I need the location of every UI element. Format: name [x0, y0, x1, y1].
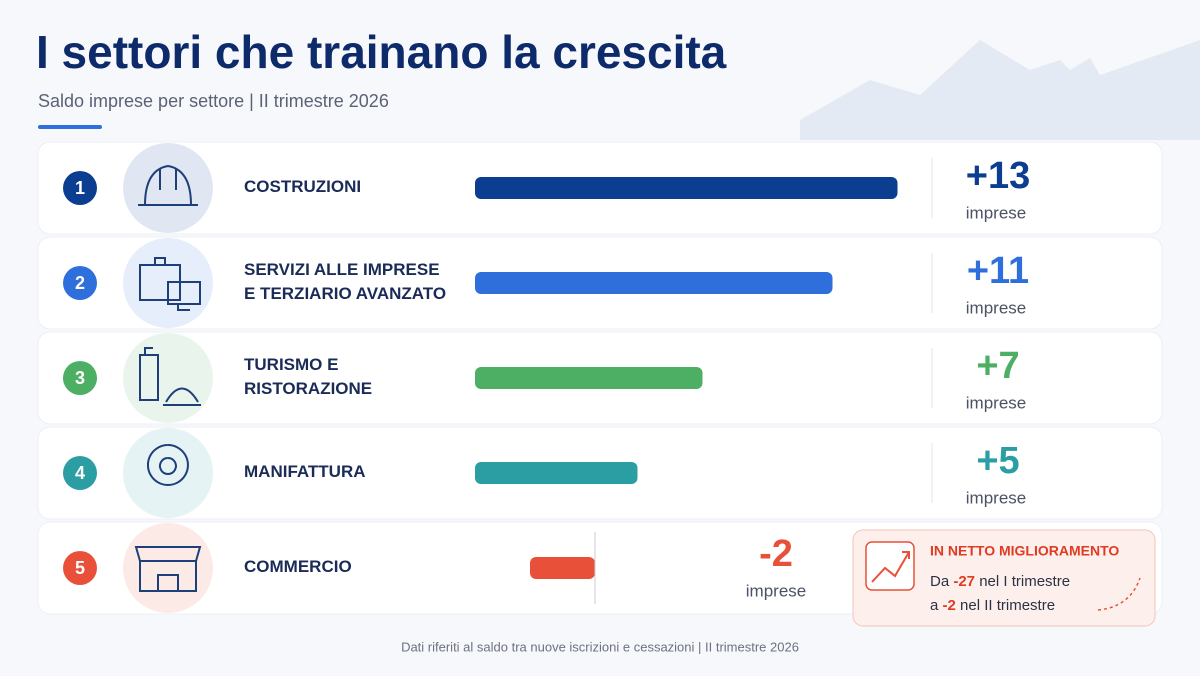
sector-label: TURISMO E RISTORAZIONE	[244, 355, 372, 398]
icon	[134, 546, 202, 592]
callout-box	[852, 529, 1156, 627]
sector-label-line: MANIFATTURA	[244, 462, 366, 481]
rank-badge	[63, 171, 97, 205]
unit-label: imprese	[966, 203, 1026, 222]
rank-badge	[63, 361, 97, 395]
callout-line: Da -27 nel I trimestre	[930, 573, 1070, 590]
skyline	[800, 40, 1200, 140]
bar	[475, 177, 898, 199]
value-label: +5	[976, 440, 1019, 482]
bar	[475, 272, 833, 294]
sector-label: COSTRUZIONI	[244, 177, 361, 196]
sector-label-line: RISTORAZIONE	[244, 379, 372, 398]
icon-bg	[123, 523, 213, 613]
rank-badge	[63, 551, 97, 585]
unit-label: imprese	[966, 298, 1026, 317]
title: I settori che trainano la crescita	[36, 26, 727, 78]
bar	[475, 367, 703, 389]
unit-label: imprese	[966, 393, 1026, 412]
callout-title: IN NETTO MIGLIORAMENTO	[930, 543, 1119, 559]
callout-text: nel II trimestre	[956, 597, 1055, 614]
rank: 2	[75, 273, 85, 293]
icon	[139, 347, 201, 406]
icon	[139, 257, 201, 311]
icon-bg	[123, 333, 213, 423]
bar	[530, 557, 595, 579]
value-label: +7	[976, 345, 1019, 387]
callout-icon-box	[865, 541, 915, 591]
title-underline	[38, 125, 102, 129]
icon	[147, 444, 189, 486]
callout-text: a	[930, 597, 943, 614]
unit-label: imprese	[966, 488, 1026, 507]
value-label: -2	[759, 533, 793, 575]
rank: 1	[75, 178, 85, 198]
sector-label-line: COSTRUZIONI	[244, 177, 361, 196]
value-label: +11	[967, 250, 1029, 292]
footer: Dati riferiti al saldo tra nuove iscrizi…	[401, 639, 799, 654]
callout-number: -27	[953, 573, 975, 590]
rank: 5	[75, 558, 85, 578]
sector-label: SERVIZI ALLE IMPRESE E TERZIARIO AVANZATO	[244, 260, 446, 303]
callout-icon	[871, 551, 910, 583]
rows: 1 COSTRUZIONI +13 imprese 2 SERVIZI ALLE IMPR…	[37, 141, 1163, 627]
callout-text: Da	[930, 573, 953, 590]
callout-number: -2	[943, 597, 956, 614]
sector-label-line: COMMERCIO	[244, 557, 352, 576]
unit-label: imprese	[746, 581, 806, 600]
sector-label: MANIFATTURA	[244, 462, 366, 481]
sector-label-line: TURISMO E	[244, 355, 338, 374]
icon	[138, 164, 198, 206]
rank: 3	[75, 368, 85, 388]
subtitle: Saldo imprese per settore | II trimestre…	[38, 91, 389, 111]
icon-bg	[123, 143, 213, 233]
callout-line: a -2 nel II trimestre	[930, 597, 1055, 614]
value-label: +13	[966, 155, 1030, 197]
sector-label-line: E TERZIARIO AVANZATO	[244, 284, 446, 303]
bar	[475, 462, 638, 484]
callout-text: nel I trimestre	[975, 573, 1070, 590]
sector-label: COMMERCIO	[244, 557, 352, 576]
rank: 4	[75, 463, 85, 483]
rank-badge	[63, 456, 97, 490]
sector-label-line: SERVIZI ALLE IMPRESE	[244, 260, 440, 279]
rank-badge	[63, 266, 97, 300]
